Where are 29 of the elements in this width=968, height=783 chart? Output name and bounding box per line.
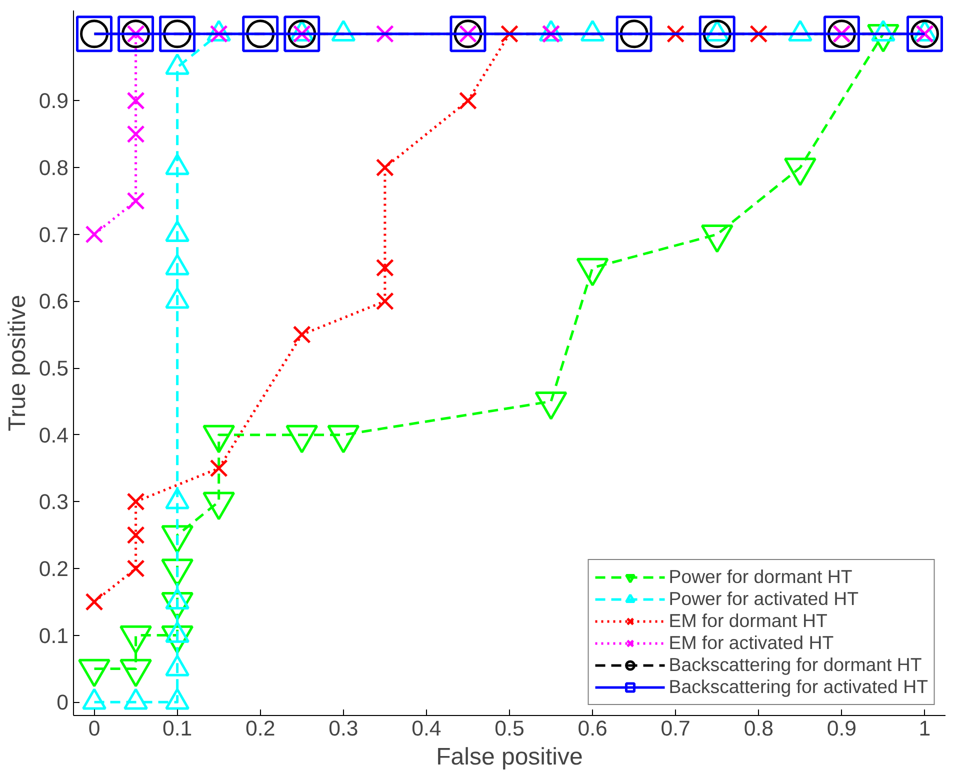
x-tick-label: 1 (918, 716, 931, 740)
y-tick-label: 0.2 (38, 556, 69, 581)
y-axis-title: True positive (4, 294, 31, 432)
x-tick-label: 0.2 (246, 716, 276, 740)
x-axis-title: False positive (436, 744, 583, 770)
y-tick-label: 0.3 (38, 490, 69, 514)
x-tick-label: 0.5 (494, 716, 524, 740)
legend-label: Backscattering for dormant HT (668, 654, 922, 676)
y-tick-label: 0.9 (38, 89, 69, 114)
legend-label: Power for dormant HT (668, 566, 852, 588)
x-tick-label: 0.4 (412, 716, 442, 740)
y-tick-label: 0.1 (38, 624, 69, 648)
legend-label: EM for dormant HT (668, 610, 828, 632)
x-tick-label: 0.6 (578, 716, 608, 740)
x-tick-label: 0 (88, 716, 100, 740)
y-tick-label: 0.6 (38, 290, 69, 314)
y-tick-label: 0.7 (38, 222, 69, 247)
y-tick-label: 0.5 (38, 356, 69, 381)
x-tick-label: 0.1 (162, 716, 192, 740)
x-tick-label: 0.7 (660, 716, 690, 740)
y-tick-label: 0 (56, 690, 69, 715)
x-tick-label: 0.9 (826, 716, 857, 740)
y-tick-label: 0.4 (38, 423, 69, 448)
legend-label: Backscattering for activated HT (668, 676, 928, 698)
y-tick-label: 0.8 (38, 156, 69, 180)
legend-label: Power for activated HT (668, 588, 859, 610)
x-tick-label: 0.3 (328, 716, 358, 740)
x-tick-label: 0.8 (744, 716, 774, 740)
legend-label: EM for activated HT (668, 632, 834, 654)
